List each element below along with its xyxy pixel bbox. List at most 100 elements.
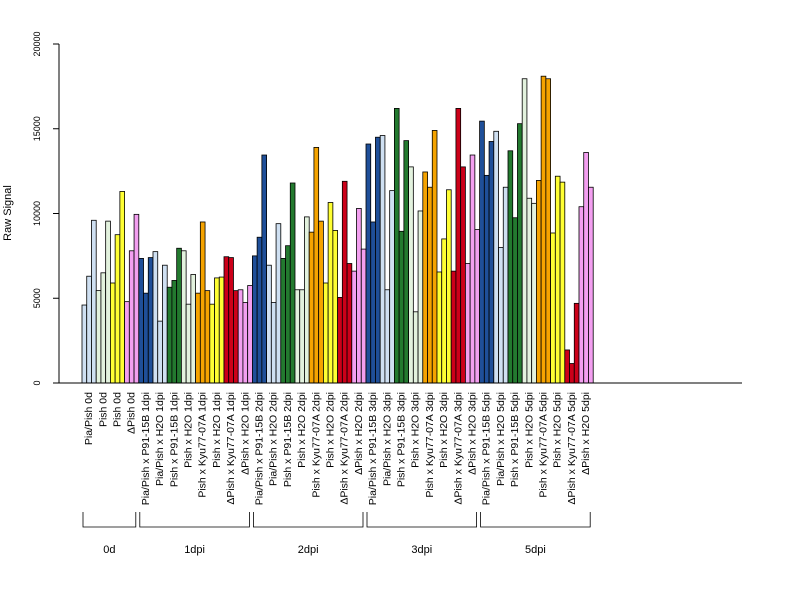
bar bbox=[319, 221, 324, 383]
bar bbox=[252, 256, 257, 383]
x-tick-label: ΔPish x H2O 2dpi bbox=[353, 392, 365, 475]
bar bbox=[352, 271, 357, 383]
bar bbox=[461, 167, 466, 383]
time-bracket-label: 0d bbox=[103, 544, 115, 556]
x-tick-label: ΔPish x Kyu77-07A 2dpi bbox=[339, 392, 351, 505]
bar bbox=[570, 364, 575, 383]
bar bbox=[106, 221, 111, 383]
bar bbox=[560, 182, 565, 383]
bar bbox=[513, 218, 518, 383]
bar bbox=[522, 79, 527, 383]
time-bracket bbox=[253, 512, 363, 527]
bar bbox=[442, 239, 447, 383]
bar bbox=[196, 293, 201, 383]
time-bracket-label: 1dpi bbox=[184, 544, 205, 556]
x-tick-label: Pish x P91-15B 5dpi bbox=[509, 392, 521, 487]
bar bbox=[380, 136, 385, 383]
time-bracket-label: 2dpi bbox=[298, 544, 319, 556]
bar bbox=[148, 258, 153, 383]
bar bbox=[300, 290, 305, 383]
bar bbox=[480, 121, 485, 383]
bar bbox=[290, 183, 295, 383]
bar bbox=[342, 181, 347, 383]
bar bbox=[304, 217, 309, 383]
x-tick-label: Pish x Kyu77-07A 3dpi bbox=[424, 392, 436, 498]
x-tick-label: Pish x P91-15B 1dpi bbox=[168, 392, 180, 487]
time-bracket bbox=[83, 512, 136, 527]
x-tick-label: Pish x H2O 3dpi bbox=[438, 392, 450, 468]
bar bbox=[333, 230, 338, 383]
x-tick-label: ΔPish 0d bbox=[126, 392, 138, 434]
bar bbox=[484, 175, 489, 383]
bar bbox=[579, 207, 584, 383]
bar bbox=[229, 258, 234, 383]
bar bbox=[267, 265, 272, 383]
time-brackets: 0d 1dpi 2dpi 3dpi 5dpi bbox=[83, 512, 590, 556]
bar bbox=[432, 130, 437, 383]
x-tick-label: Pia/Pish 0d bbox=[83, 392, 95, 445]
bar bbox=[338, 297, 343, 383]
bar bbox=[385, 290, 390, 383]
bar bbox=[503, 187, 508, 383]
bar bbox=[215, 278, 220, 383]
y-tick-label: 5000 bbox=[32, 288, 42, 308]
bar bbox=[499, 247, 504, 383]
bar bbox=[588, 187, 593, 383]
bar bbox=[271, 302, 276, 383]
bar bbox=[361, 249, 366, 383]
bar bbox=[574, 303, 579, 383]
bar bbox=[508, 151, 513, 383]
bar bbox=[172, 280, 177, 383]
bar bbox=[82, 305, 87, 383]
bar bbox=[181, 251, 186, 383]
x-tick-label: Pish x H2O 2dpi bbox=[296, 392, 308, 468]
bar bbox=[144, 293, 149, 383]
bar bbox=[281, 258, 286, 383]
bar bbox=[129, 251, 134, 383]
x-tick-label: ΔPish x Kyu77-07A 1dpi bbox=[225, 392, 237, 505]
x-tick-label: Pia/Pish x P91-15B 1dpi bbox=[140, 392, 152, 505]
x-tick-label: Pish x H2O 1dpi bbox=[211, 392, 223, 468]
x-tick-label: ΔPish x H2O 5dpi bbox=[580, 392, 592, 475]
bar bbox=[527, 198, 532, 383]
bar bbox=[257, 237, 262, 383]
bar bbox=[191, 275, 196, 383]
x-tick-label: Pish 0d bbox=[112, 392, 124, 427]
bar bbox=[162, 265, 167, 383]
y-tick-label: 15000 bbox=[32, 116, 42, 141]
x-tick-label: Pish x P91-15B 2dpi bbox=[282, 392, 294, 487]
bar bbox=[167, 287, 172, 383]
bar bbox=[210, 304, 215, 383]
bar bbox=[532, 203, 537, 383]
x-tick-label: Pish x H2O 2dpi bbox=[325, 392, 337, 468]
bar bbox=[470, 155, 475, 383]
bar bbox=[371, 222, 376, 383]
bar bbox=[475, 230, 480, 383]
bar bbox=[565, 350, 570, 383]
x-tick-label: Pia/Pish x H2O 3dpi bbox=[381, 392, 393, 486]
bar bbox=[551, 233, 556, 383]
bar bbox=[219, 277, 224, 383]
bar bbox=[546, 79, 551, 383]
bar bbox=[409, 167, 414, 383]
bar bbox=[205, 291, 210, 383]
bar bbox=[91, 220, 96, 383]
time-bracket bbox=[481, 512, 591, 527]
bar bbox=[233, 291, 238, 383]
bar bbox=[489, 141, 494, 383]
time-bracket bbox=[367, 512, 477, 527]
x-tick-label: ΔPish x Kyu77-07A 5dpi bbox=[566, 392, 578, 505]
bar bbox=[323, 283, 328, 383]
bar bbox=[248, 286, 253, 383]
bar bbox=[120, 191, 125, 383]
bar bbox=[394, 108, 399, 383]
x-tick-label: Pish x Kyu77-07A 2dpi bbox=[310, 392, 322, 498]
x-tick-label: Pia/Pish x P91-15B 2dpi bbox=[254, 392, 266, 505]
bar bbox=[465, 264, 470, 384]
bar bbox=[357, 208, 362, 383]
bar bbox=[295, 290, 300, 383]
x-tick-label: Pia/Pish x H2O 2dpi bbox=[268, 392, 280, 486]
time-bracket bbox=[140, 512, 250, 527]
bar bbox=[413, 312, 418, 383]
x-tick-label: Pish x Kyu77-07A 5dpi bbox=[538, 392, 550, 498]
